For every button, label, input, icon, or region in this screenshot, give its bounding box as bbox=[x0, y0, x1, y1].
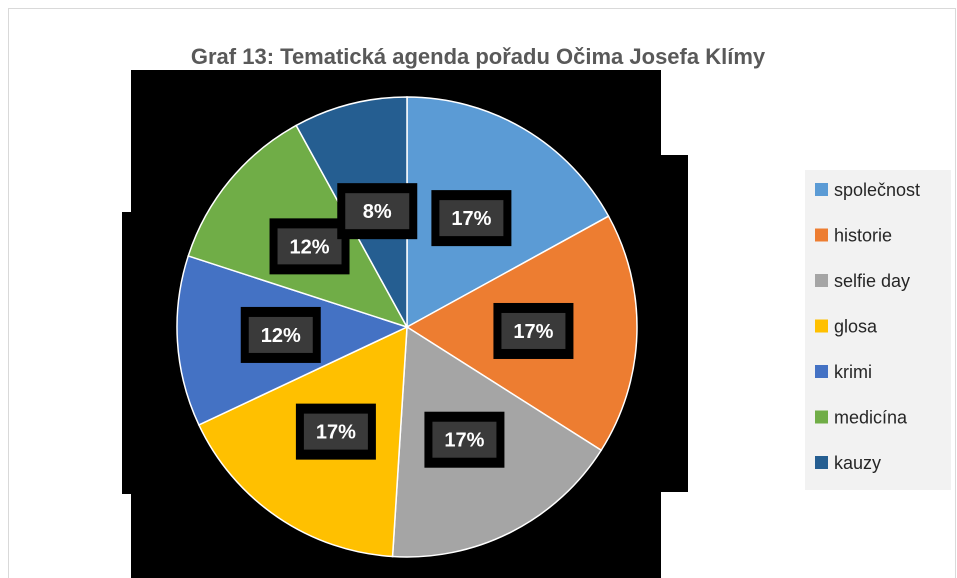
legend-label: historie bbox=[834, 226, 892, 246]
legend-swatch bbox=[815, 183, 828, 196]
data-label-bg bbox=[345, 193, 410, 230]
data-label: 17% bbox=[316, 422, 356, 444]
legend-swatch bbox=[815, 319, 828, 333]
legend-swatch bbox=[815, 410, 828, 424]
legend-label: kauzy bbox=[834, 453, 881, 473]
legend-label: selfie day bbox=[834, 271, 910, 291]
data-label: 17% bbox=[451, 208, 491, 230]
data-label: 12% bbox=[290, 236, 330, 258]
legend-label: medicína bbox=[834, 408, 908, 428]
legend-background bbox=[805, 170, 951, 490]
chart-title: Graf 13: Tematická agenda pořadu Očima J… bbox=[191, 44, 766, 69]
legend-label: krimi bbox=[834, 362, 872, 382]
data-label-bg bbox=[277, 228, 342, 265]
data-label-bg bbox=[248, 316, 313, 353]
legend-swatch bbox=[815, 274, 828, 287]
data-label: 17% bbox=[513, 321, 553, 343]
data-label-bg bbox=[432, 421, 497, 458]
data-label-bg bbox=[501, 312, 566, 349]
pie-data-labels: 17% 17% 17% 17% 12% 12% 8% bbox=[240, 183, 574, 468]
legend-swatch bbox=[815, 365, 828, 378]
data-label-bg bbox=[303, 413, 368, 450]
legend-swatch bbox=[815, 456, 828, 469]
legend: společnost historie selfie day glosa krimi me… bbox=[815, 180, 920, 473]
legend-label: glosa bbox=[834, 317, 878, 337]
legend-label: společnost bbox=[834, 180, 920, 200]
data-label-bg bbox=[439, 200, 504, 237]
data-label: 8% bbox=[363, 201, 392, 223]
legend-swatch bbox=[815, 228, 828, 242]
data-label: 12% bbox=[261, 325, 301, 347]
data-label: 17% bbox=[444, 430, 484, 452]
